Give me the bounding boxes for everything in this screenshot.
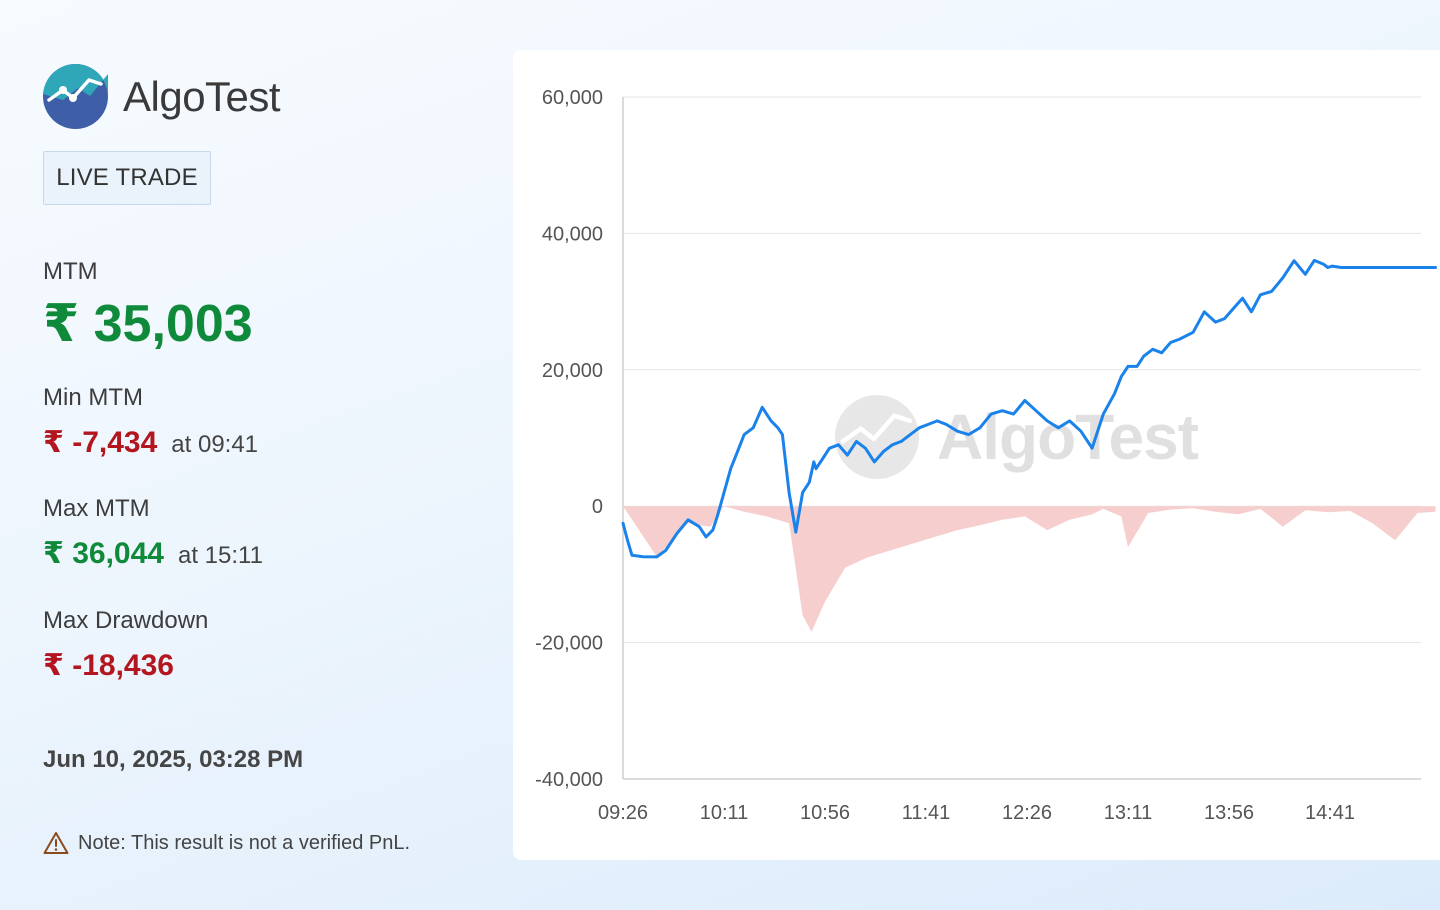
brand-name: AlgoTest [123,72,281,120]
live-trade-badge: LIVE TRADE [43,151,211,205]
summary-panel: AlgoTest LIVE TRADE MTM ₹ 35,003 Min MTM… [43,0,483,910]
x-tick-label: 12:26 [1002,802,1052,824]
mtm-chart: 60,000 40,000 20,000 0 -20,000 -40,000 09:26 10… [535,87,1437,824]
max-mtm-value: ₹ 36,044 [43,537,164,570]
mtm-series-line [621,258,1437,559]
brand: AlgoTest [43,64,281,129]
chart-panel: AlgoTest 60,000 40,000 20,000 0 -20,000 -40,0… [513,50,1440,860]
min-mtm-label: Min MTM [43,384,143,411]
mtm-value: ₹ 35,003 [43,295,253,353]
max-mtm-time: at 15:11 [177,542,263,569]
y-tick-label: 0 [592,496,603,518]
max-drawdown-value: ₹ -18,436 [43,649,174,682]
y-tick-label: -40,000 [535,769,603,791]
min-mtm-time: at 09:41 [171,431,259,458]
x-tick-label: 10:56 [800,802,850,824]
disclaimer-text: Note: This result is not a verified PnL. [78,831,411,854]
max-drawdown-row: ₹ -18,436 [43,648,174,683]
x-tick-label: 11:41 [902,802,951,824]
y-tick-label: -20,000 [535,633,603,655]
x-tick-label: 09:26 [598,802,648,824]
mtm-label: MTM [43,258,98,285]
min-mtm-value: ₹ -7,434 [43,426,158,459]
disclaimer-note: Note: This result is not a verified PnL. [43,831,410,855]
min-mtm-row: ₹ -7,434 at 09:41 [43,425,258,460]
y-tick-label: 40,000 [542,223,603,245]
watermark-text: AlgoTest [937,401,1199,473]
report-date: Jun 10, 2025, 03:28 PM [43,746,304,773]
algotest-logo-icon [43,64,108,129]
x-tick-label: 14:41 [1305,802,1355,824]
drawdown-area [623,506,1436,632]
y-tick-label: 20,000 [542,360,603,382]
warning-icon [43,832,69,854]
y-tick-label: 60,000 [542,87,603,109]
max-mtm-label: Max MTM [43,495,150,522]
x-tick-label: 10:11 [700,802,749,824]
x-tick-label: 13:11 [1104,802,1153,824]
watermark-logo-icon [835,395,919,479]
max-drawdown-label: Max Drawdown [43,607,209,634]
x-tick-label: 13:56 [1204,802,1254,824]
max-mtm-row: ₹ 36,044 at 15:11 [43,536,263,571]
chart-watermark: AlgoTest [835,395,1199,479]
